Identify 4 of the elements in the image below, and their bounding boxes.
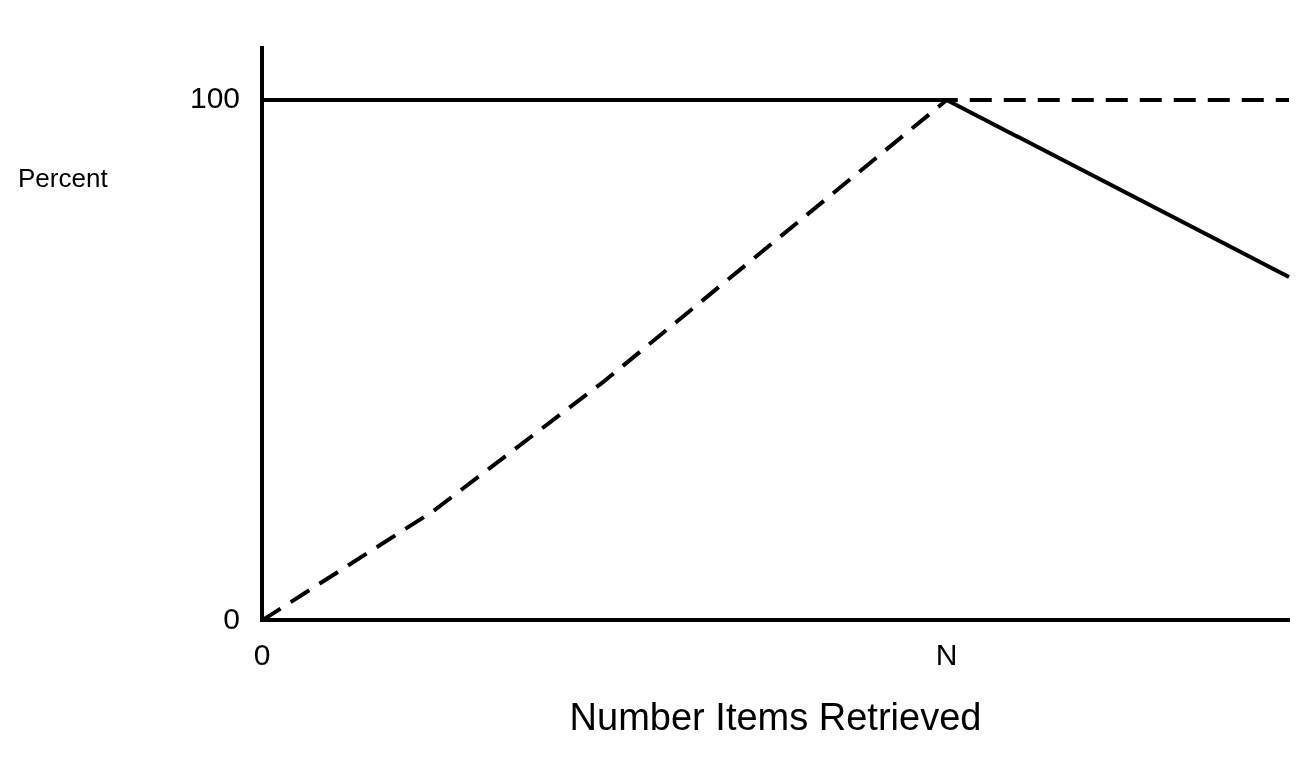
x-tick-label: N bbox=[935, 637, 958, 671]
x-axis-title: Number Items Retrieved bbox=[569, 695, 982, 738]
y-tick-label: 100 bbox=[189, 81, 241, 115]
y-axis-title: Percent bbox=[18, 162, 109, 193]
